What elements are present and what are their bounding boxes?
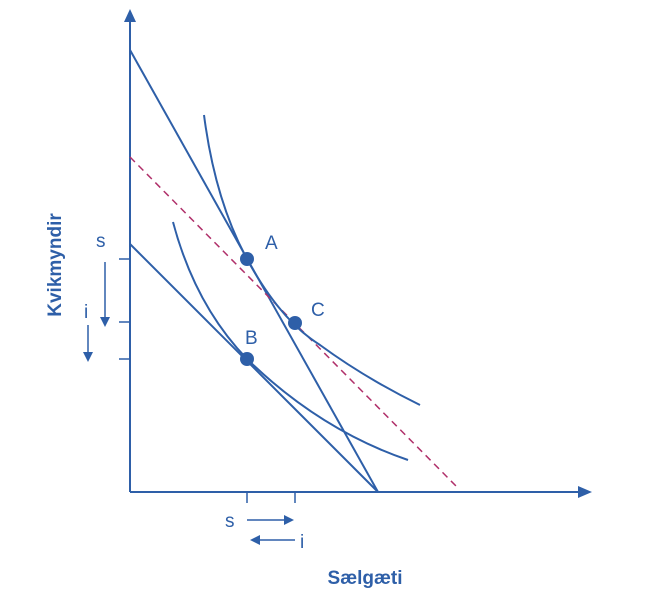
indifference-curve-low [172, 221, 409, 461]
x-axis-arrowhead [578, 486, 592, 498]
point-c [288, 316, 302, 330]
point-b [240, 352, 254, 366]
x-axis-title: Sælgæti [328, 568, 403, 589]
point-a [240, 252, 254, 266]
y-income-label: i [84, 302, 88, 323]
point-c-label: C [311, 300, 325, 321]
indifference-curve-high [203, 114, 421, 406]
y-substitution-label: s [96, 231, 106, 252]
compensated-budget-line [129, 243, 379, 493]
y-axis-title: Kvikmyndir [45, 213, 66, 317]
y-axis-arrowhead [124, 9, 136, 22]
point-b-label: B [245, 328, 258, 349]
point-a-label: A [265, 233, 278, 254]
x-income-label: i [300, 532, 304, 553]
x-substitution-label: s [225, 511, 235, 532]
